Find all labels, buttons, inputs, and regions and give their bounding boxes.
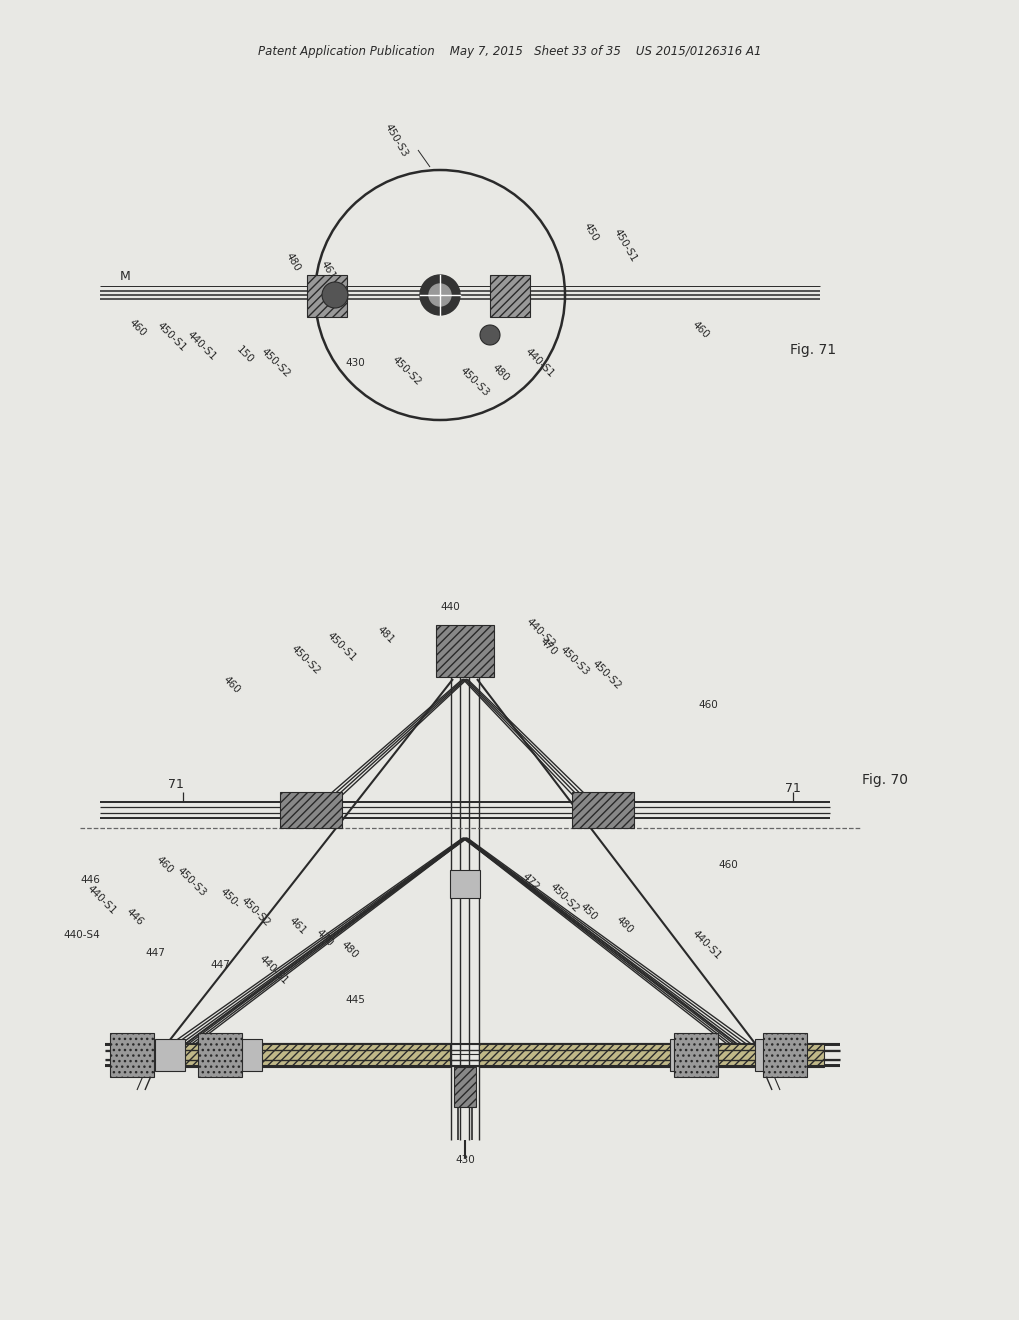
Text: 460: 460 <box>154 854 175 875</box>
Text: Fig. 70: Fig. 70 <box>861 774 907 787</box>
Text: 450-S2: 450-S2 <box>547 882 581 915</box>
Text: 470: 470 <box>537 636 558 657</box>
Text: 480: 480 <box>338 940 360 961</box>
Text: 71: 71 <box>785 781 800 795</box>
Text: 460: 460 <box>697 700 717 710</box>
Text: 450-: 450- <box>218 886 242 909</box>
Text: 450-S3: 450-S3 <box>557 644 590 677</box>
Bar <box>669 1039 699 1071</box>
Text: 430: 430 <box>454 1155 475 1166</box>
Bar <box>110 1034 154 1077</box>
Text: 450-S2: 450-S2 <box>238 895 272 928</box>
Text: 461: 461 <box>286 916 308 937</box>
Bar <box>120 1043 449 1067</box>
Text: 150: 150 <box>233 345 255 366</box>
Text: 450-S3: 450-S3 <box>175 866 208 899</box>
Text: 480: 480 <box>489 363 511 384</box>
Text: 470: 470 <box>314 928 334 949</box>
Text: 440-S2: 440-S2 <box>524 616 556 649</box>
Circle shape <box>480 325 499 345</box>
Bar <box>435 624 493 677</box>
Text: 460: 460 <box>717 861 737 870</box>
Text: 447: 447 <box>210 960 229 970</box>
Text: 440-S1: 440-S1 <box>257 953 289 986</box>
Text: 461: 461 <box>318 259 336 281</box>
Text: 460: 460 <box>126 318 148 338</box>
Bar <box>674 1034 717 1077</box>
Text: 440-S1: 440-S1 <box>85 883 118 916</box>
Text: 430: 430 <box>344 358 365 368</box>
Text: 440-S4: 440-S4 <box>63 931 100 940</box>
Text: 450-S3: 450-S3 <box>458 366 490 399</box>
Text: 447: 447 <box>145 948 165 958</box>
Text: 440-S1: 440-S1 <box>523 346 555 380</box>
Bar <box>572 792 634 828</box>
Text: 460: 460 <box>689 319 710 341</box>
Circle shape <box>420 275 460 315</box>
Text: 480: 480 <box>283 251 302 273</box>
Text: 480: 480 <box>613 915 635 936</box>
Bar <box>231 1039 262 1071</box>
Text: 450-S1: 450-S1 <box>325 631 358 664</box>
Circle shape <box>322 282 347 308</box>
Bar <box>198 1034 242 1077</box>
Text: Patent Application Publication    May 7, 2015   Sheet 33 of 35    US 2015/012631: Patent Application Publication May 7, 20… <box>258 45 761 58</box>
Circle shape <box>429 284 450 306</box>
Text: 445: 445 <box>344 995 365 1005</box>
Text: Fig. 71: Fig. 71 <box>790 343 836 356</box>
Bar <box>449 870 480 898</box>
Bar <box>155 1039 184 1071</box>
Bar <box>754 1039 785 1071</box>
Text: 446: 446 <box>81 875 100 884</box>
Text: 450: 450 <box>578 902 598 923</box>
Text: 71: 71 <box>168 779 183 792</box>
Text: 450-S1: 450-S1 <box>611 227 639 264</box>
Text: 481: 481 <box>375 624 395 645</box>
Text: 440-S1: 440-S1 <box>184 330 218 363</box>
Bar <box>489 275 530 317</box>
Text: 440-S1: 440-S1 <box>689 928 722 961</box>
Bar <box>762 1034 806 1077</box>
Text: 450-S2: 450-S2 <box>389 355 423 388</box>
Text: M: M <box>120 271 130 284</box>
Text: 450-S2: 450-S2 <box>288 643 322 677</box>
Text: 450-S2: 450-S2 <box>259 346 291 380</box>
Text: 450: 450 <box>582 220 600 243</box>
Text: 440: 440 <box>439 602 460 612</box>
Text: 450-S3: 450-S3 <box>382 121 410 158</box>
Text: 450-S1: 450-S1 <box>155 321 187 354</box>
Bar <box>453 1067 476 1107</box>
Text: 446: 446 <box>123 907 145 928</box>
Text: 460: 460 <box>221 675 242 696</box>
Bar <box>479 1043 823 1067</box>
Bar <box>307 275 346 317</box>
Text: 472: 472 <box>520 871 541 892</box>
Text: 450-S2: 450-S2 <box>589 659 623 692</box>
Bar <box>280 792 341 828</box>
